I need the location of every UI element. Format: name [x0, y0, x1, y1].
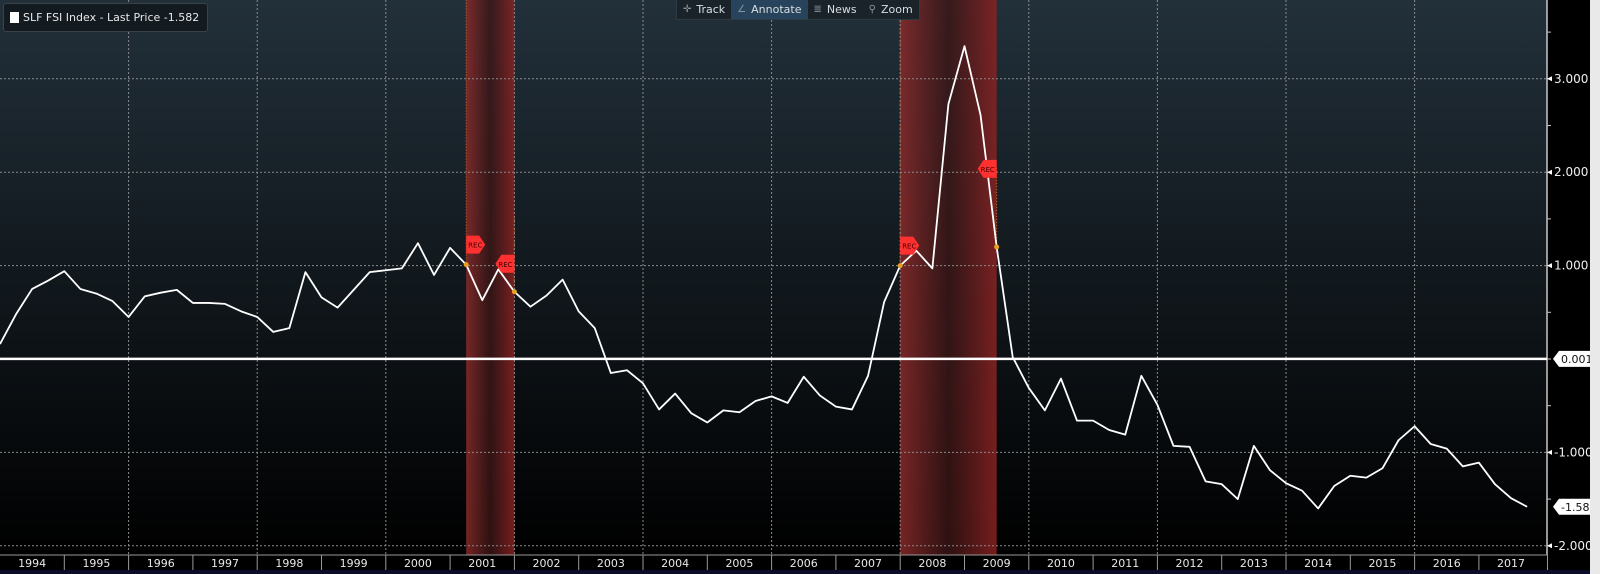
x-tick-label: 1994: [18, 557, 46, 570]
x-tick-label: 2000: [404, 557, 432, 570]
x-tick-label: 2011: [1111, 557, 1139, 570]
x-tick-label: 1996: [147, 557, 175, 570]
track-button[interactable]: ✛ Track: [683, 3, 726, 16]
x-tick-label: 2012: [1176, 557, 1204, 570]
rec-start-flag: [466, 235, 486, 254]
recession-band: [900, 0, 997, 555]
news-icon: ≣: [813, 4, 822, 15]
x-tick-label: 2010: [1047, 557, 1075, 570]
chart-toolbar: ✛ Track ∠ Annotate ≣ News ⚲ Zoom: [676, 0, 920, 20]
rec-end-flag: [977, 159, 997, 178]
x-tick-label: 1998: [275, 557, 303, 570]
last-value-label-box: [1553, 498, 1599, 515]
news-button[interactable]: ≣ News: [813, 3, 857, 16]
legend-label: SLF FSI Index - Last Price -1.582: [23, 11, 200, 24]
y-tick-marker: [1547, 76, 1552, 82]
x-tick-label: 1999: [340, 557, 368, 570]
recession-end-dot: [511, 289, 517, 295]
x-tick-label: 2008: [918, 557, 946, 570]
rec-end-flag-label: REC: [498, 261, 512, 269]
recession-band: [466, 0, 515, 555]
y-tick-label: 3.000: [1554, 72, 1588, 86]
legend-swatch: [10, 12, 19, 23]
x-tick-label: 2004: [661, 557, 689, 570]
magnifier-icon: ⚲: [868, 4, 876, 15]
x-tick-label: 2003: [597, 557, 625, 570]
x-tick-label: 1995: [82, 557, 110, 570]
annotate-button[interactable]: ∠ Annotate: [731, 0, 808, 19]
series-line: [0, 45, 1528, 510]
x-tick-label: 2015: [1368, 557, 1396, 570]
y-tick-marker: [1547, 449, 1552, 455]
x-tick-label: 2017: [1497, 557, 1525, 570]
y-tick-label: -1.000: [1554, 445, 1593, 459]
y-tick-marker: [1547, 263, 1552, 269]
rec-start-flag-label: REC: [902, 243, 916, 251]
x-tick-label: 2006: [790, 557, 818, 570]
x-tick-label: 2013: [1240, 557, 1268, 570]
x-tick-label: 2016: [1433, 557, 1461, 570]
recession-start-dot: [463, 262, 469, 268]
y-tick-label: 2.000: [1554, 165, 1588, 179]
rec-end-flag: [495, 254, 515, 273]
x-tick-label: 2002: [533, 557, 561, 570]
x-tick-label: 2009: [983, 557, 1011, 570]
bottom-strip: [0, 570, 1590, 574]
crosshair-icon: ✛: [683, 4, 692, 15]
rec-end-flag-label: REC: [981, 166, 995, 174]
x-tick-label: 2005: [725, 557, 753, 570]
plot-background: [0, 0, 1547, 555]
x-axis-bar: [0, 555, 1547, 570]
y-tick-label: -2.000: [1554, 539, 1593, 553]
rec-start-flag: [900, 236, 920, 255]
x-tick-label: 2001: [468, 557, 496, 570]
y-tick-marker: [1547, 169, 1552, 175]
side-panel-edge: [1590, 0, 1600, 574]
rec-start-flag-label: REC: [468, 242, 482, 250]
pencil-icon: ∠: [737, 4, 747, 15]
x-tick-label: 1997: [211, 557, 239, 570]
last-value-label: -1.582: [1561, 501, 1596, 514]
x-tick-label: 2007: [854, 557, 882, 570]
recession-start-dot: [897, 263, 903, 269]
legend[interactable]: SLF FSI Index - Last Price -1.582: [3, 3, 209, 32]
y-tick-label: 1.000: [1554, 259, 1588, 273]
reference-value-label-box: [1553, 350, 1599, 367]
reference-value-label: 0.001: [1561, 353, 1593, 366]
y-tick-marker: [1547, 543, 1552, 549]
recession-end-dot: [994, 244, 1000, 250]
x-tick-label: 2014: [1304, 557, 1332, 570]
zoom-button[interactable]: ⚲ Zoom: [868, 3, 913, 16]
